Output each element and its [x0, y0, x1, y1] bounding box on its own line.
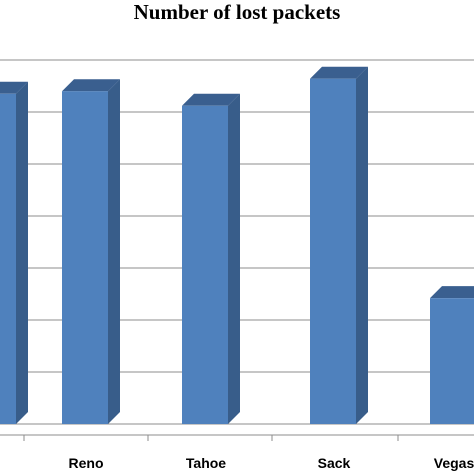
bar-partial-left	[0, 81, 28, 425]
bar-vegas	[430, 286, 474, 424]
x-axis	[0, 434, 474, 441]
x-tick-label: Tahoe	[186, 455, 226, 471]
x-tick-label: Sack	[318, 455, 351, 471]
bar-tahoe	[182, 93, 240, 424]
x-tick-labels: Reno Tahoe Sack Vegas	[69, 455, 474, 471]
bar-reno	[62, 79, 120, 424]
chart-title: Number of lost packets	[133, 0, 341, 24]
bar-sack	[310, 66, 368, 424]
x-tick-label: Vegas	[434, 455, 474, 471]
x-tick-label: Reno	[69, 455, 104, 471]
bars	[0, 66, 474, 425]
